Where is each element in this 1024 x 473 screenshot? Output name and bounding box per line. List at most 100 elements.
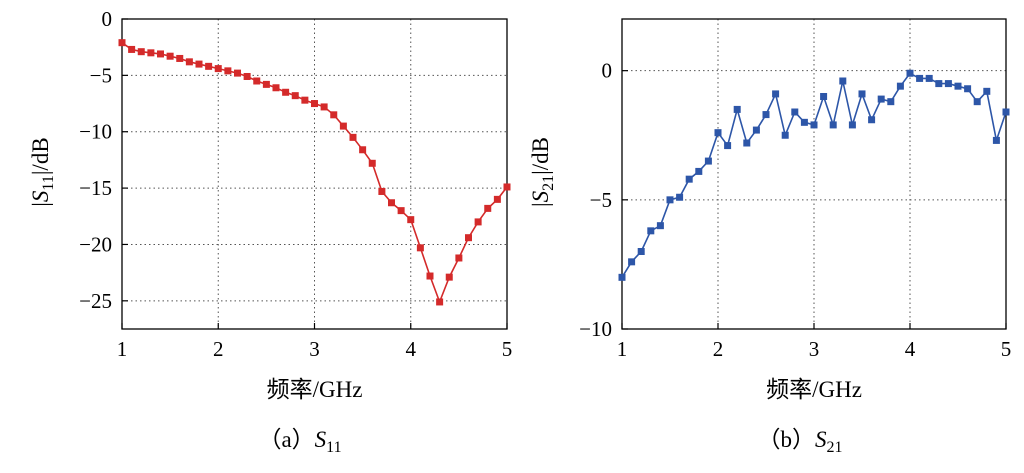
data-point	[426, 272, 434, 280]
data-point	[954, 82, 962, 90]
data-point	[637, 248, 645, 255]
data-point	[214, 65, 222, 73]
data-point	[925, 74, 933, 82]
data-point	[743, 139, 751, 147]
x-tick-label: 3	[809, 337, 820, 361]
data-point	[195, 60, 203, 68]
data-point	[388, 199, 395, 207]
y-tick-label: −10	[579, 317, 612, 341]
data-point	[272, 84, 280, 92]
data-point	[983, 87, 991, 95]
data-point	[656, 222, 664, 230]
data-point	[157, 50, 164, 58]
y-tick-label: −10	[79, 120, 112, 144]
data-point	[320, 103, 328, 111]
data-point	[378, 187, 386, 195]
data-point	[772, 90, 780, 98]
data-point	[493, 195, 501, 203]
data-point	[484, 204, 492, 212]
data-point	[436, 298, 444, 306]
data-point	[647, 227, 655, 235]
data-point	[474, 218, 482, 226]
x-tick-label: 5	[1001, 337, 1012, 361]
data-point	[733, 105, 741, 113]
x-tick-label: 4	[406, 337, 417, 361]
data-point	[368, 159, 376, 167]
x-axis-label: 频率/GHz	[267, 377, 363, 402]
data-point	[896, 82, 904, 90]
data-point	[868, 116, 876, 124]
data-point	[301, 96, 309, 104]
data-point	[752, 126, 760, 134]
data-point	[243, 72, 251, 80]
data-point	[704, 157, 712, 165]
x-tick-label: 5	[502, 337, 513, 361]
x-tick-label: 3	[309, 337, 320, 361]
data-point	[465, 234, 472, 242]
data-point	[695, 167, 703, 175]
data-point	[455, 254, 463, 262]
data-point	[166, 52, 174, 60]
y-tick-label: −15	[79, 176, 112, 200]
data-point	[820, 93, 828, 100]
x-tick-label: 1	[117, 337, 128, 361]
data-point	[359, 146, 367, 154]
data-point	[810, 121, 818, 129]
data-point	[339, 122, 347, 130]
data-point	[800, 118, 808, 126]
data-point	[973, 98, 981, 106]
y-tick-label: −25	[79, 289, 112, 313]
chart-s11: 1 2 3 4 5 0 −5 −10 −15 −20 −25 |S11|/dB 频率/GHz （a）S11	[28, 7, 512, 456]
data-point	[349, 133, 357, 141]
y-tick-label: −20	[79, 232, 112, 256]
data-point	[628, 258, 636, 266]
y-axis-label: |S21|/dB	[528, 137, 557, 207]
y-axis-label: |S11|/dB	[28, 137, 57, 206]
chart-s21: 1 2 3 4 5 0 −5 −10 |S21|/dB 频率/GHz （b）S21	[528, 18, 1012, 456]
y-tick-label: 0	[602, 59, 613, 83]
data-point	[128, 45, 136, 53]
data-point	[407, 216, 415, 224]
x-tick-label: 1	[617, 337, 628, 361]
data-point	[618, 273, 626, 281]
chart-caption: （b）S21	[758, 427, 843, 456]
data-point	[416, 244, 424, 252]
data-point	[137, 48, 145, 56]
x-tick-label: 4	[905, 337, 916, 361]
data-point	[224, 67, 232, 75]
data-point	[829, 121, 837, 129]
x-tick-label: 2	[713, 337, 724, 361]
data-point	[916, 74, 924, 82]
y-tick-label: −5	[590, 188, 612, 212]
data-point	[944, 80, 952, 88]
data-point	[906, 69, 914, 77]
series-line	[621, 72, 1007, 278]
data-point	[676, 193, 684, 201]
y-tick-label: 0	[102, 7, 113, 31]
data-point	[234, 69, 241, 77]
data-point	[791, 108, 799, 116]
data-point	[205, 62, 213, 70]
chart-caption: （a）S11	[258, 427, 341, 456]
data-point	[666, 196, 674, 204]
x-axis-label: 频率/GHz	[766, 377, 862, 402]
data-point	[397, 207, 405, 215]
data-point	[935, 80, 943, 88]
data-point	[445, 273, 453, 281]
data-point	[503, 183, 511, 191]
data-point	[311, 100, 318, 108]
data-point	[858, 90, 866, 98]
data-point	[330, 111, 338, 119]
data-point	[176, 54, 184, 62]
data-point	[724, 142, 732, 150]
data-point	[992, 136, 1000, 144]
data-point	[1002, 108, 1010, 116]
data-point	[781, 131, 789, 139]
data-point	[291, 92, 299, 100]
data-point	[877, 95, 885, 103]
data-point	[118, 39, 126, 47]
x-tick-label: 2	[213, 337, 224, 361]
data-point	[282, 88, 290, 96]
data-point	[887, 98, 895, 106]
